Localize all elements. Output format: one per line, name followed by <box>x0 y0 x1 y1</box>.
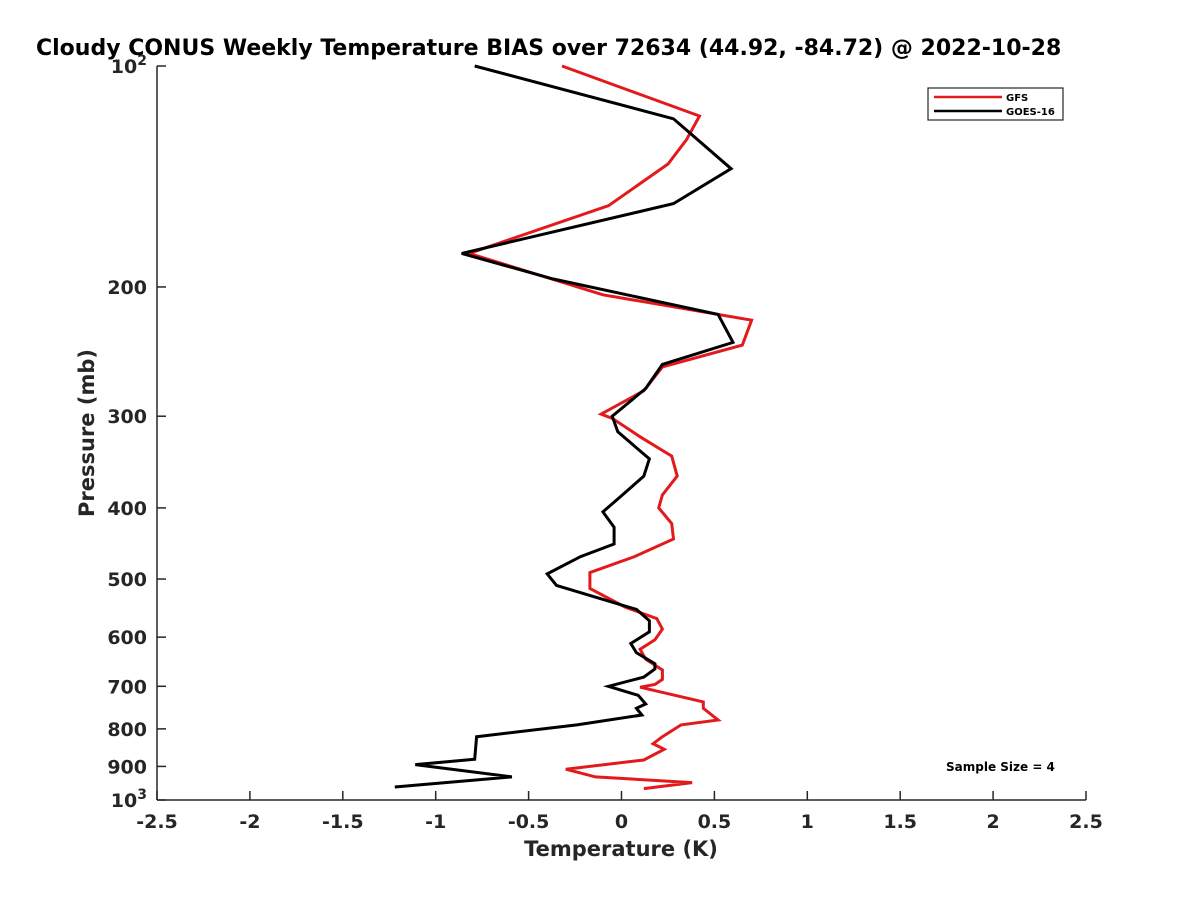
legend-box <box>927 87 1064 121</box>
x-tick-label: 2.5 <box>1069 811 1103 833</box>
legend-label-goes16: GOES-16 <box>1006 107 1055 118</box>
y-tick-label: 900 <box>107 756 147 778</box>
x-tick-label: 0.5 <box>698 811 732 833</box>
y-tick-label-power: 103 <box>111 787 147 812</box>
y-tick-label: 500 <box>107 569 147 591</box>
legend: GFS GOES-16 <box>927 87 1064 121</box>
y-axis-label: Pressure (mb) <box>75 349 99 517</box>
y-tick-exponent: 2 <box>137 53 147 69</box>
y-tick-label-power: 102 <box>111 53 147 78</box>
y-tick-label: 800 <box>107 719 147 741</box>
chart-title: Cloudy CONUS Weekly Temperature BIAS ove… <box>36 36 1061 61</box>
x-axis-label: Temperature (K) <box>524 837 718 861</box>
x-tick-label: 1 <box>801 811 814 833</box>
x-tick-label: -0.5 <box>508 811 550 833</box>
y-tick-label: 700 <box>107 676 147 698</box>
x-tick-label: -2.5 <box>136 811 178 833</box>
x-tick-label: 1.5 <box>883 811 917 833</box>
x-tick-label: -1.5 <box>322 811 364 833</box>
x-tick-label: 2 <box>986 811 999 833</box>
x-tick-label: -1 <box>425 811 446 833</box>
legend-label-gfs: GFS <box>1006 93 1028 104</box>
x-tick-label: -2 <box>239 811 260 833</box>
series-line-gfs <box>464 64 754 791</box>
y-tick-base: 10 <box>111 56 137 78</box>
x-tick-label: 0 <box>615 811 628 833</box>
y-tick-label: 200 <box>107 277 147 299</box>
series-line-goes16 <box>394 64 736 789</box>
y-tick-label: 300 <box>107 406 147 428</box>
y-tick-label: 400 <box>107 498 147 520</box>
series-layer <box>394 64 754 791</box>
y-tick-label: 600 <box>107 627 147 649</box>
y-tick-exponent: 3 <box>137 787 147 803</box>
y-tick-base: 10 <box>111 790 137 812</box>
x-axis-ticks: -2.5 -2 -1.5 -1 -0.5 0 0.5 1 1.5 2 2.5 <box>136 791 1103 833</box>
sample-size-annotation: Sample Size = 4 <box>946 760 1055 774</box>
